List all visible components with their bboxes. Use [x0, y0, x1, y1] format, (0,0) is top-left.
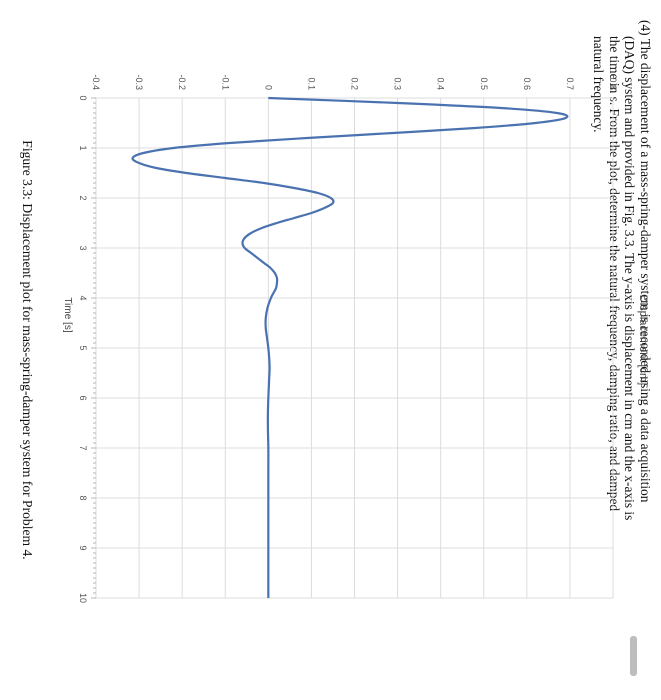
x-tick-label: 6 — [78, 395, 88, 400]
y-tick-label: 0.1 — [306, 77, 316, 90]
gridlines — [95, 97, 614, 599]
y-tick-label: 0.6 — [522, 77, 532, 90]
x-tick-label: 4 — [78, 295, 88, 300]
x-tick-label: 1 — [78, 145, 88, 150]
y-tick-label: 0.2 — [350, 77, 360, 90]
y-tick-label: -0.3 — [134, 74, 144, 90]
series-line-0 — [131, 96, 569, 598]
y-tick-label: -0.1 — [220, 74, 230, 90]
x-tick-label: 7 — [78, 445, 88, 450]
scrollbar[interactable] — [630, 636, 637, 676]
x-tick-label: 0 — [78, 95, 88, 100]
y-tick-label: 0.4 — [436, 77, 446, 90]
y-tick-label: -0.4 — [91, 74, 101, 90]
tick-labels: -0.4 -0.3 -0.2 -0.1 0 0.1 0.2 0.3 0.4 0.5 0.6 0.7 0.… — [78, 74, 618, 603]
y-tick-label: 0.7 — [565, 77, 575, 90]
figure-caption: Figure 3.3: Displacement plot for mass-s… — [20, 140, 35, 560]
series — [131, 96, 569, 598]
x-tick-label: 3 — [78, 245, 88, 250]
x-axis-label: Time [s] — [62, 297, 73, 333]
y-tick-label: 0 — [263, 85, 273, 90]
x-tick-label: 2 — [78, 195, 88, 200]
x-tick-label: 5 — [78, 345, 88, 350]
x-tick-label: 8 — [78, 495, 88, 500]
y-tick-label: -0.2 — [177, 74, 187, 90]
y-tick-label: 0.8 — [608, 77, 618, 90]
x-tick-label: 10 — [78, 593, 88, 603]
y-tick-label: 0.3 — [393, 77, 403, 90]
y-tick-label: 0.5 — [479, 77, 489, 90]
x-tick-label: 9 — [78, 545, 88, 550]
